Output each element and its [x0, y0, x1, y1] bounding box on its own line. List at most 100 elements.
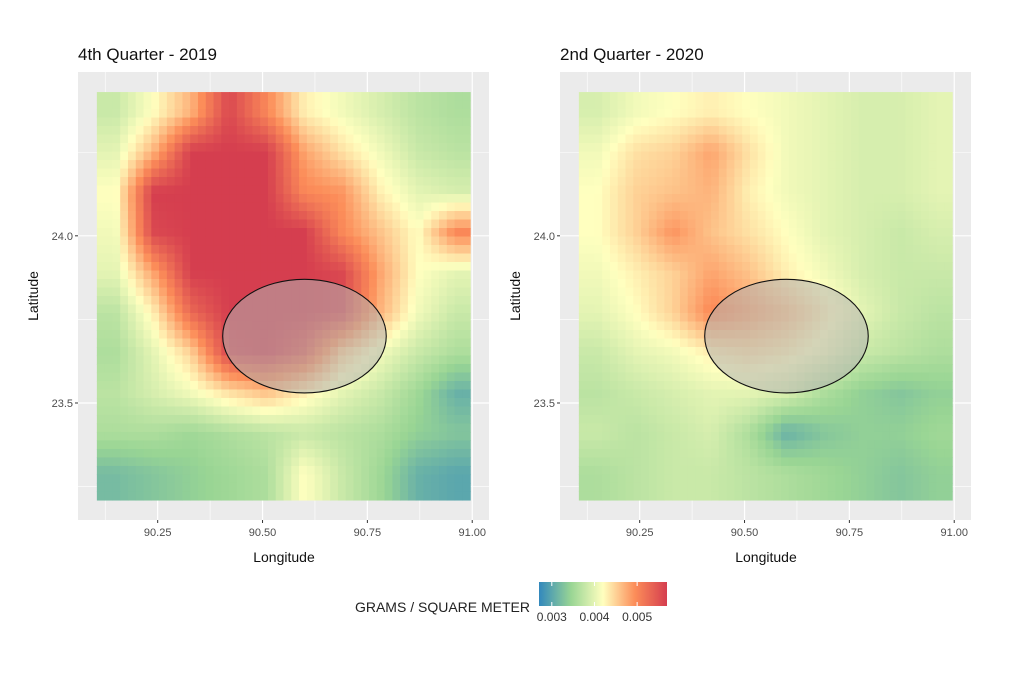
heatmap-cell — [711, 431, 720, 442]
heatmap-cell — [773, 143, 782, 153]
heatmap-cell — [858, 117, 868, 127]
heatmap-cell — [788, 414, 798, 425]
heatmap-cell — [400, 296, 409, 306]
heatmap-cell — [711, 389, 720, 399]
heatmap-cell — [135, 338, 145, 348]
heatmap-cell — [369, 406, 378, 416]
heatmap-cell — [703, 202, 712, 212]
heatmap-cell — [392, 143, 401, 153]
heatmap-cell — [633, 194, 642, 204]
heatmap-cell — [703, 363, 712, 374]
heatmap-cell — [120, 338, 129, 348]
heatmap-cell — [384, 287, 393, 297]
heatmap-cell — [135, 151, 145, 161]
heatmap-cell — [765, 465, 774, 476]
heatmap-cell — [174, 194, 184, 204]
x-tick-label: 91.00 — [940, 527, 968, 539]
heatmap-cell — [602, 109, 611, 119]
heatmap-cell — [687, 194, 697, 204]
heatmap-cell — [252, 100, 261, 110]
heatmap-cell — [221, 143, 230, 153]
heatmap-cell — [384, 329, 393, 340]
heatmap-cell — [283, 202, 292, 212]
heatmap-cell — [851, 262, 860, 272]
heatmap-cell — [151, 262, 160, 272]
heatmap-cell — [275, 168, 285, 178]
heatmap-cell — [718, 482, 728, 493]
heatmap-cell — [439, 245, 448, 255]
heatmap-cell — [151, 363, 160, 374]
heatmap-cell — [275, 143, 285, 153]
heatmap-cell — [275, 482, 285, 493]
heatmap-cell — [376, 211, 386, 221]
heatmap-cell — [843, 287, 852, 297]
heatmap-cell — [609, 397, 619, 408]
heatmap-cell — [819, 414, 829, 425]
heatmap-cell — [120, 185, 129, 195]
heatmap-cell — [182, 338, 191, 348]
heatmap-cell — [641, 440, 650, 450]
heatmap-cell — [407, 151, 417, 161]
heatmap-cell — [664, 321, 673, 331]
heatmap-cell — [648, 219, 658, 229]
heatmap-cell — [734, 219, 743, 229]
heatmap-cell — [400, 177, 409, 187]
heatmap-cell — [353, 117, 362, 127]
heatmap-cell — [306, 219, 316, 229]
heatmap-cell — [819, 168, 829, 178]
heatmap-cell — [905, 380, 914, 391]
heatmap-cell — [711, 134, 720, 144]
heatmap-cell — [462, 245, 471, 255]
heatmap-cell — [369, 160, 378, 170]
heatmap-cell — [415, 321, 425, 331]
heatmap-cell — [330, 126, 339, 136]
heatmap-cell — [609, 414, 619, 425]
heatmap-cell — [275, 236, 285, 246]
heatmap-cell — [586, 126, 596, 136]
heatmap-cell — [781, 270, 790, 280]
heatmap-cell — [446, 491, 456, 501]
heatmap-cell — [174, 440, 184, 450]
heatmap-cell — [633, 329, 642, 340]
heatmap-cell — [897, 177, 907, 187]
heatmap-cell — [330, 228, 339, 238]
heatmap-cell — [718, 465, 728, 476]
heatmap-cell — [213, 151, 222, 161]
heatmap-cell — [703, 185, 712, 195]
heatmap-cell — [462, 279, 471, 289]
heatmap-cell — [190, 134, 199, 144]
heatmap-cell — [229, 168, 238, 178]
heatmap-cell — [376, 423, 386, 433]
heatmap-cell — [781, 117, 790, 127]
heatmap-cell — [656, 143, 666, 153]
heatmap-cell — [314, 389, 323, 399]
heatmap-cell — [244, 406, 253, 416]
heatmap-cell — [267, 151, 277, 161]
heatmap-cell — [267, 134, 277, 144]
heatmap-cell — [135, 313, 145, 323]
heatmap-cell — [625, 270, 634, 280]
heatmap-cell — [718, 134, 728, 144]
heatmap-cell — [197, 346, 207, 357]
heatmap-cell — [112, 100, 121, 110]
heatmap-cell — [641, 457, 650, 467]
heatmap-cell — [135, 228, 145, 238]
heatmap-cell — [866, 270, 875, 280]
heatmap-cell — [843, 482, 852, 493]
heatmap-cell — [221, 211, 230, 221]
heatmap-cell — [781, 100, 790, 110]
heatmap-cell — [843, 92, 852, 102]
heatmap-cell — [586, 313, 596, 323]
heatmap-cell — [407, 346, 417, 357]
heatmap-cell — [819, 262, 829, 272]
heatmap-cell — [190, 491, 199, 501]
heatmap-cell — [586, 134, 596, 144]
heatmap-cell — [711, 168, 720, 178]
heatmap-cell — [229, 389, 238, 399]
heatmap-cell — [617, 414, 627, 425]
heatmap-cell — [905, 389, 914, 399]
heatmap-cell — [866, 329, 875, 340]
heatmap-cell — [889, 440, 899, 450]
heatmap-cell — [944, 143, 953, 153]
heatmap-cell — [866, 245, 875, 255]
